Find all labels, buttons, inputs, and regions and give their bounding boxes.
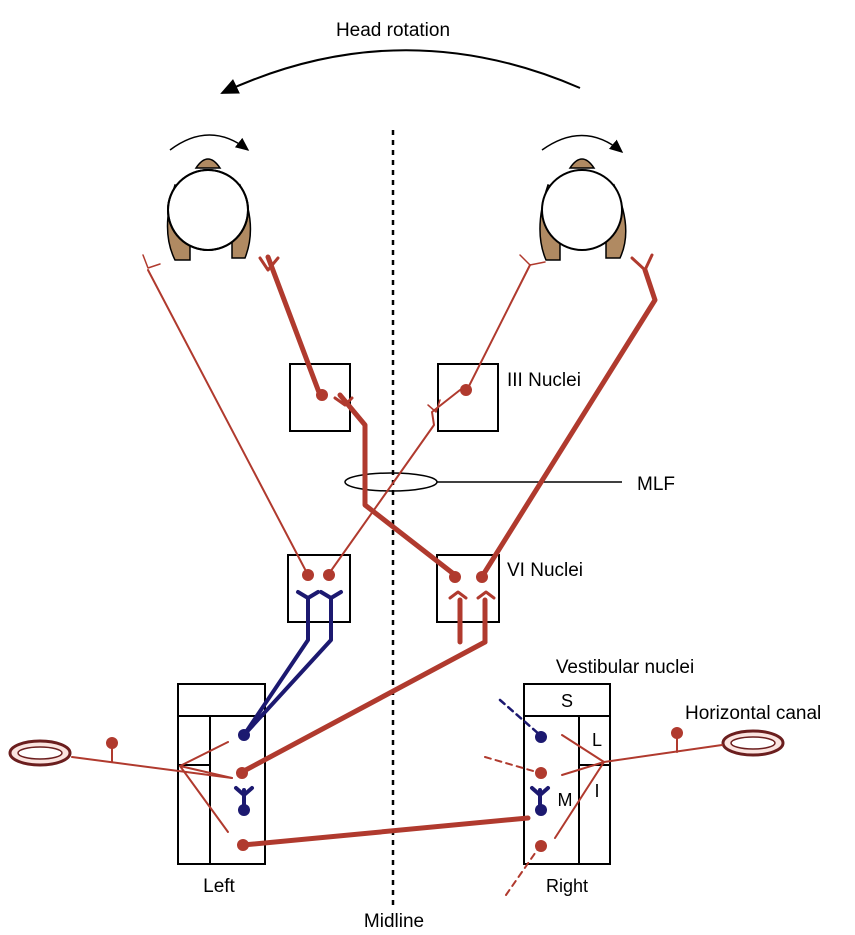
- dashed-excitatory-pathways: [484, 756, 541, 896]
- thick-excitatory-pathways: [239, 254, 658, 848]
- midline-label: Midline: [364, 911, 424, 932]
- vestibular-nuclei-label: Vestibular nuclei: [556, 657, 694, 678]
- mlf-label: MLF: [637, 474, 675, 495]
- left-head: [166, 134, 252, 261]
- head-rotation-label: Head rotation: [336, 20, 450, 41]
- left-eye-rotation-arrow: [169, 134, 250, 151]
- horizontal-canal-label: Horizontal canal: [685, 703, 821, 724]
- s-label: S: [561, 691, 573, 711]
- left-vestibular-nuclei: [177, 683, 266, 865]
- thin-terminal-forks: [142, 254, 546, 413]
- excitatory-terminal-forks: [258, 253, 654, 600]
- vi-nuclei-label: VI Nuclei: [507, 560, 583, 581]
- excitatory-synapses: [106, 384, 683, 852]
- i-label: I: [594, 781, 599, 801]
- inhibitory-pathways: [234, 590, 550, 807]
- vi-nucleus-right-box: [436, 554, 500, 623]
- iii-nuclei-label: III Nuclei: [507, 370, 581, 391]
- mlf-ellipse: [344, 472, 438, 492]
- inhibitory-dashed-input: [498, 698, 542, 737]
- right-label: Right: [546, 876, 588, 896]
- l-label: L: [592, 730, 602, 750]
- thin-excitatory-pathways: [71, 264, 723, 839]
- iii-nucleus-right-box: [437, 363, 499, 432]
- m-label: M: [558, 790, 573, 810]
- left-label: Left: [203, 876, 235, 897]
- right-head: [539, 134, 627, 261]
- iii-nucleus-left-box: [289, 363, 351, 432]
- head-rotation-arrow: [220, 49, 581, 94]
- right-vestibular-nuclei: [523, 683, 611, 865]
- vi-nucleus-left-box: [287, 554, 351, 623]
- right-eye-rotation-arrow: [541, 134, 624, 153]
- inhibitory-synapses: [238, 729, 547, 816]
